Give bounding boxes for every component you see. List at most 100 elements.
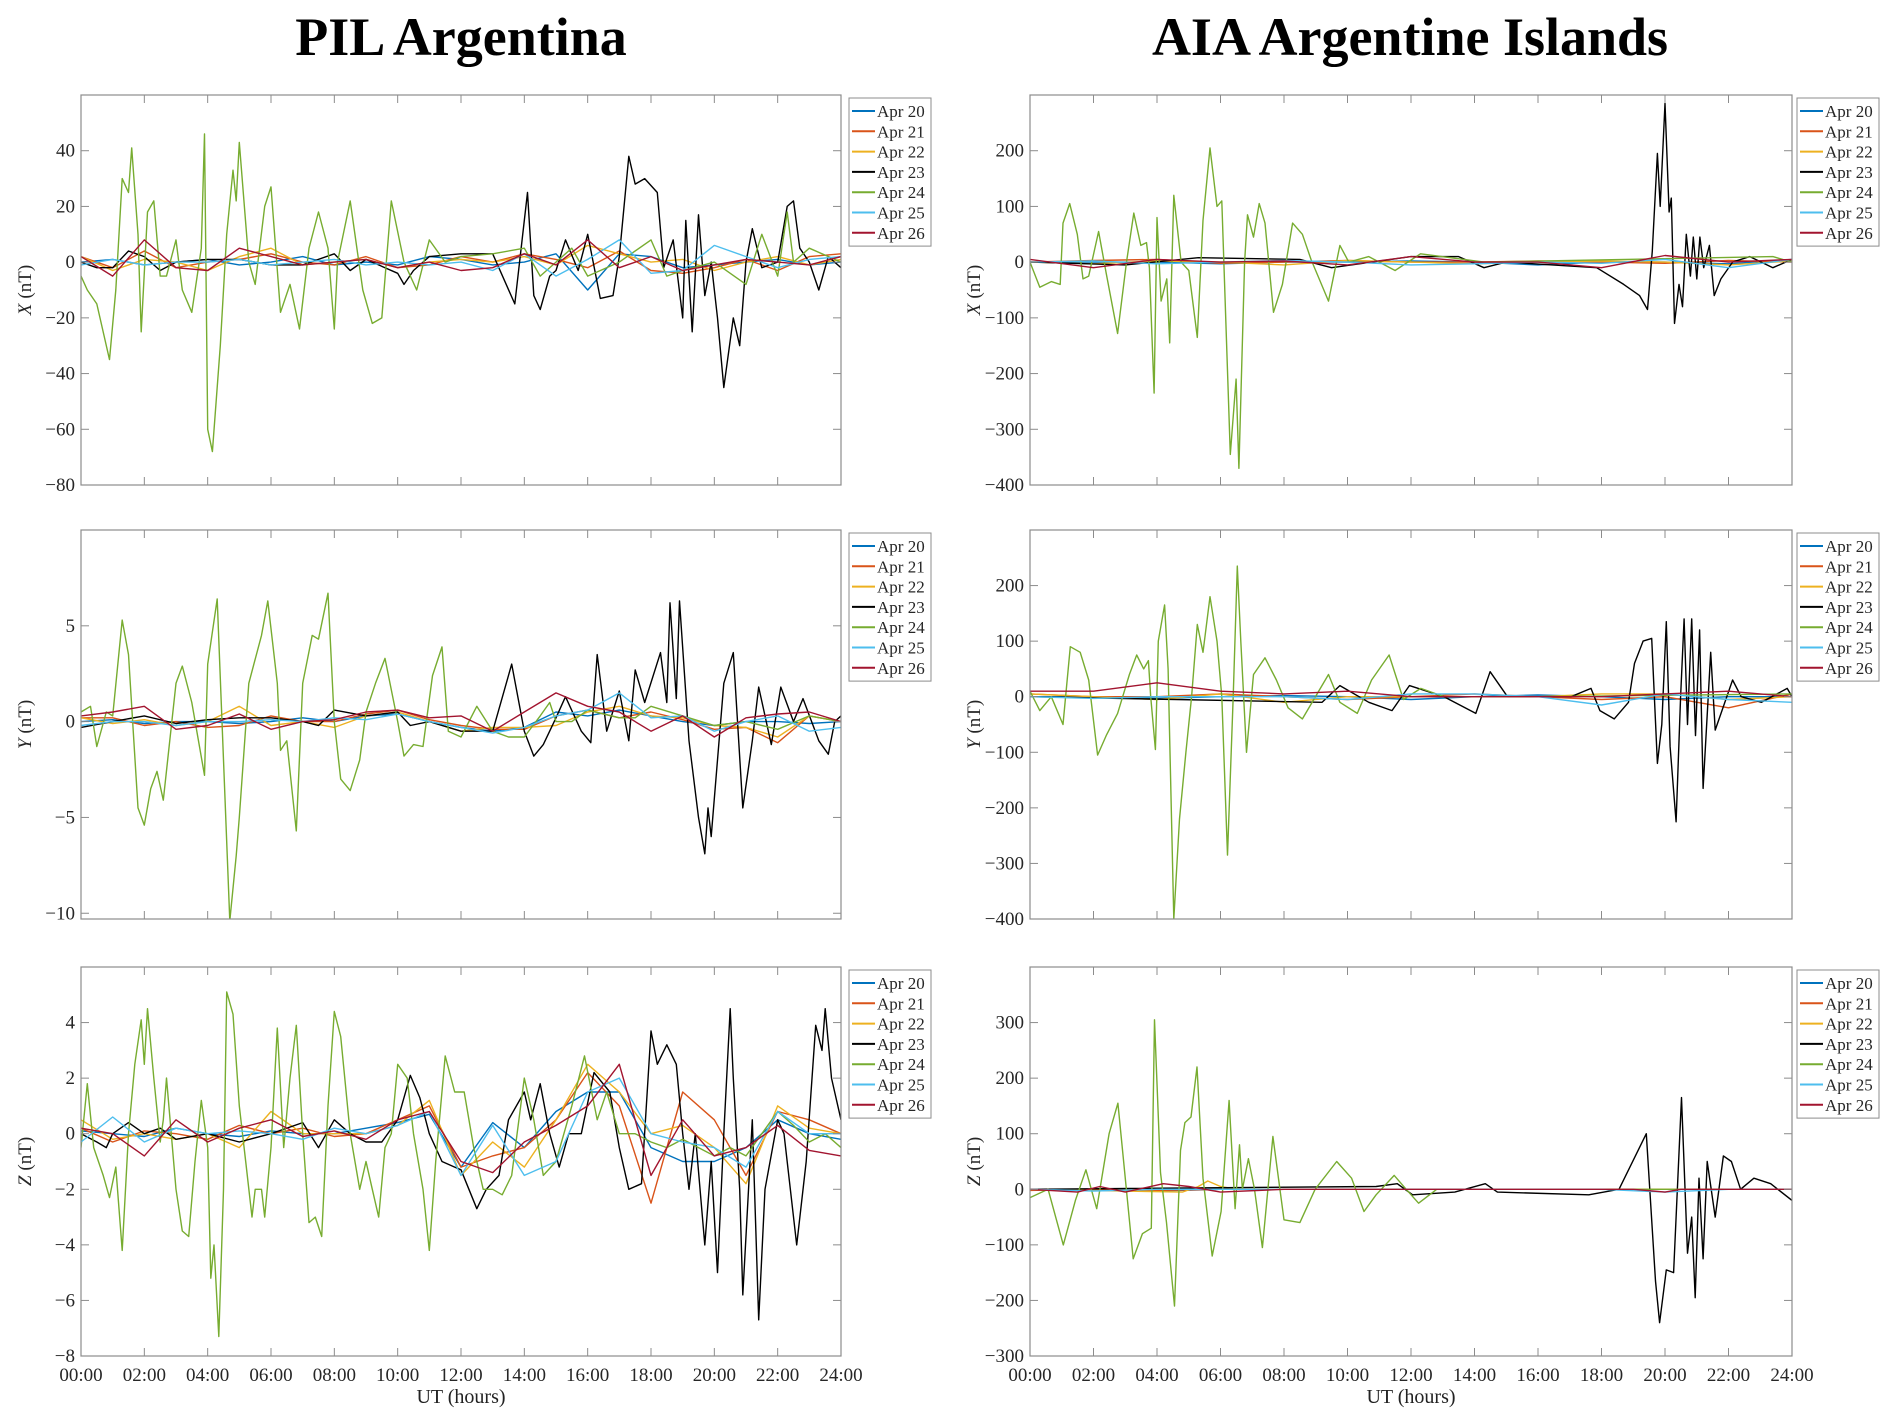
legend-item: Apr 24 — [852, 1055, 925, 1074]
y-tick-label: −10 — [45, 903, 75, 924]
legend-item: Apr 20 — [852, 102, 925, 121]
x-tick-label: 14:00 — [1453, 1365, 1496, 1386]
series-line-apr-26 — [1030, 254, 1792, 269]
legend-item: Apr 25 — [852, 204, 925, 223]
x-tick-label: 10:00 — [376, 1365, 419, 1386]
y-tick-label: 4 — [66, 1013, 76, 1034]
legend-item: Apr 25 — [1800, 204, 1873, 223]
legend-item: Apr 21 — [1800, 122, 1873, 141]
legend-label: Apr 20 — [1825, 102, 1873, 121]
legend-item: Apr 20 — [1800, 102, 1873, 121]
legend-label: Apr 26 — [1825, 1096, 1873, 1115]
legend-item: Apr 23 — [1800, 598, 1873, 617]
y-tick-label: 20 — [56, 196, 75, 217]
series-line-apr-23 — [81, 600, 841, 855]
y-axis-label-variable: Y — [964, 736, 985, 749]
legend-label: Apr 25 — [1825, 639, 1873, 658]
x-tick-label: 18:00 — [1580, 1365, 1623, 1386]
x-axis-label-right: UT (hours) — [1366, 1386, 1456, 1408]
x-tick-label: 04:00 — [1135, 1365, 1178, 1386]
legend-label: Apr 21 — [877, 557, 925, 576]
legend-label: Apr 20 — [877, 102, 925, 121]
series-line-apr-26 — [1030, 682, 1792, 698]
x-tick-label: 04:00 — [186, 1365, 229, 1386]
legend-item: Apr 22 — [852, 578, 925, 597]
x-tick-label: 02:00 — [123, 1365, 166, 1386]
legend-item: Apr 26 — [852, 1096, 925, 1115]
y-axis-label: X (nT) — [964, 265, 985, 316]
y-axis-label-unit: (nT) — [964, 265, 985, 299]
y-axis-label-variable: X — [15, 302, 36, 316]
series-lines — [1030, 565, 1792, 919]
y-axis-label: Z (nT) — [964, 1137, 985, 1186]
x-tick-label: 16:00 — [566, 1365, 609, 1386]
legend-label: Apr 23 — [1825, 598, 1873, 617]
legend-item: Apr 25 — [852, 639, 925, 658]
legend-label: Apr 20 — [877, 974, 925, 993]
legend-item: Apr 25 — [1800, 1076, 1873, 1095]
series-lines — [1030, 102, 1792, 469]
legend-label: Apr 22 — [1825, 1015, 1873, 1034]
series-line-apr-25 — [1030, 258, 1792, 269]
legend-label: Apr 24 — [1825, 1055, 1873, 1074]
legend-label: Apr 21 — [1825, 557, 1873, 576]
y-tick-label: 0 — [1015, 687, 1025, 708]
legend-label: Apr 25 — [877, 1076, 925, 1095]
y-tick-label: −40 — [45, 364, 75, 385]
legend-item: Apr 22 — [1800, 1015, 1873, 1034]
legend-label: Apr 24 — [877, 183, 925, 202]
x-tick-label: 18:00 — [629, 1365, 672, 1386]
plot-area — [81, 530, 841, 919]
series-lines — [81, 133, 841, 453]
x-tick-label: 14:00 — [503, 1365, 546, 1386]
y-tick-label: 100 — [996, 1124, 1025, 1145]
y-axis-label: Y (nT) — [964, 700, 985, 749]
legend-label: Apr 21 — [1825, 122, 1873, 141]
series-line-apr-24 — [81, 133, 841, 453]
series-line-apr-22 — [1030, 259, 1792, 266]
series-line-apr-24 — [1030, 1019, 1792, 1307]
legend-label: Apr 22 — [1825, 143, 1873, 162]
y-axis-label-variable: X — [964, 302, 985, 316]
legend-label: Apr 26 — [1825, 224, 1873, 243]
y-tick-label: −100 — [985, 742, 1024, 763]
x-axis-label-left: UT (hours) — [416, 1386, 506, 1408]
title-pil-argentina: PIL Argentina — [295, 7, 627, 67]
series-line-apr-26 — [81, 692, 841, 738]
y-tick-label: 0 — [66, 252, 76, 273]
y-tick-label: 0 — [1015, 252, 1025, 273]
y-tick-label: −200 — [985, 364, 1024, 385]
panel-pil-z: 00:00 02:00 04:00 06:00 08:00 10:00 12:00 14:00… — [15, 966, 932, 1386]
y-tick-label: 100 — [996, 631, 1025, 652]
x-tick-label: 22:00 — [756, 1365, 799, 1386]
series-line-apr-21 — [81, 1071, 841, 1204]
y-axis-label: Z (nT) — [15, 1137, 36, 1186]
y-tick-label: −2 — [55, 1179, 75, 1200]
y-axis-label: Y (nT) — [15, 700, 36, 749]
legend-item: Apr 20 — [1800, 974, 1873, 993]
legend-label: Apr 24 — [877, 1055, 925, 1074]
series-line-apr-23 — [1030, 1096, 1792, 1324]
legend-label: Apr 26 — [877, 1096, 925, 1115]
y-tick-label: −300 — [985, 853, 1024, 874]
legend-item: Apr 24 — [852, 618, 925, 637]
legend-item: Apr 21 — [852, 122, 925, 141]
legend-item: Apr 23 — [852, 598, 925, 617]
legend-item: Apr 25 — [1800, 639, 1873, 658]
legend-label: Apr 26 — [1825, 659, 1873, 678]
legend-item: Apr 26 — [1800, 224, 1873, 243]
legend-label: Apr 23 — [877, 1035, 925, 1054]
legend-item: Apr 24 — [852, 183, 925, 202]
y-axis-label-unit: (nT) — [964, 1137, 985, 1171]
y-tick-label: −5 — [55, 807, 75, 828]
x-tick-label: 06:00 — [1199, 1365, 1242, 1386]
x-tick-label: 06:00 — [249, 1365, 292, 1386]
